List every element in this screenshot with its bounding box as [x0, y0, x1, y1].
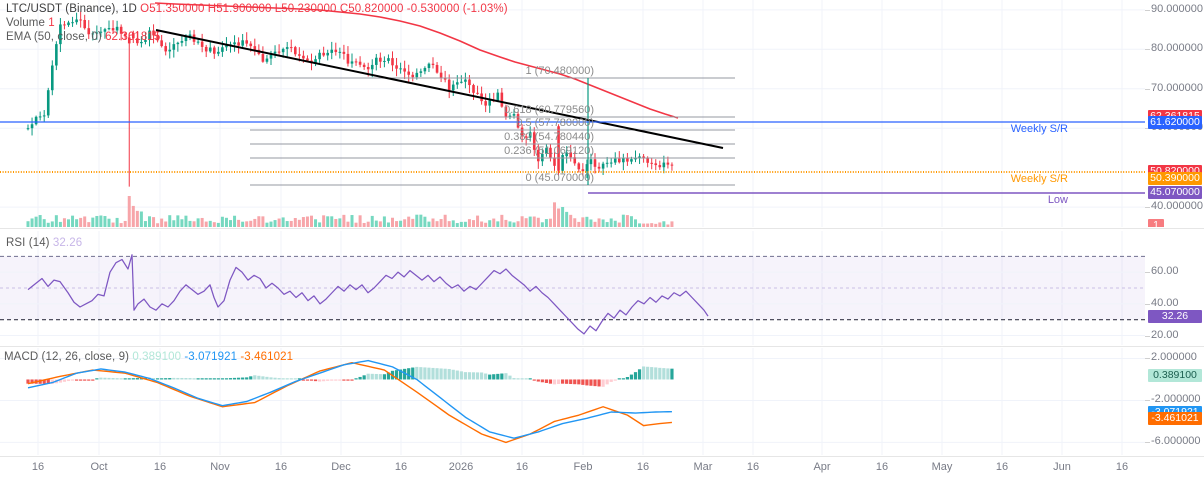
panel-divider-1 [0, 228, 1204, 229]
weekly-sr-lower-label: Weekly S/R [1010, 173, 1068, 185]
time-axis-label: 16 [394, 461, 408, 473]
macd-tick-label: 2.000000 [1151, 351, 1197, 364]
rsi-panel[interactable] [0, 231, 1145, 345]
time-axis-label: Mar [693, 461, 713, 473]
macd-panel[interactable] [0, 348, 1145, 455]
time-axis-label: Jun [1053, 461, 1071, 473]
price-tick-label: 90.000000 [1151, 2, 1203, 15]
macd-tick-label: -2.000000 [1151, 393, 1201, 406]
price-chart-panel[interactable]: 1 (70.480000) 0.618 (60.779560) 0.5 (57.78… [0, 0, 1145, 227]
price-tick-mark [1145, 128, 1150, 130]
rsi-canvas[interactable] [0, 231, 1145, 345]
rsi-tick-label: 20.00 [1151, 328, 1179, 341]
price-tick-mark [1145, 49, 1150, 51]
volume-pill[interactable]: 1 [1148, 219, 1164, 227]
time-axis-label: 16 [995, 461, 1009, 473]
time-axis-label: 2026 [448, 461, 474, 473]
macd-canvas[interactable] [0, 348, 1145, 455]
fib-level-label-1: 0.618 (60.779560) [504, 104, 594, 116]
macd-tick-mark [1145, 442, 1150, 444]
time-axis-label: 16 [746, 461, 760, 473]
price-tick-mark [1145, 88, 1150, 90]
macd-tick-label: -6.000000 [1151, 435, 1201, 448]
fib-level-label-2: 0.5 (57.780000) [516, 117, 594, 129]
time-axis-label: Apr [813, 461, 831, 473]
price-tick-label: 80.000000 [1151, 42, 1203, 55]
time-axis[interactable]: 16 Oct 16 Nov 16 Dec 16 2026 16 Feb 16 Mar 16 Apr 16 Ma… [0, 456, 1204, 478]
weekly-sr-upper-pill[interactable]: 61.620000 [1148, 116, 1202, 129]
price-axis[interactable]: 90.00000080.00000070.00000060.00000040.0… [1145, 0, 1204, 227]
macd-signal-pill[interactable]: -3.461021 [1148, 411, 1202, 425]
macd-hist-pill[interactable]: 0.389100 [1148, 369, 1202, 383]
time-axis-label: Dec [331, 461, 351, 473]
rsi-tick-label: 40.00 [1151, 296, 1179, 309]
time-axis-label: Nov [210, 461, 230, 473]
time-axis-label: Feb [573, 461, 593, 473]
rsi-value-pill[interactable]: 32.26 [1148, 310, 1202, 324]
macd-tick-mark [1145, 400, 1150, 402]
rsi-tick-label: 60.00 [1151, 265, 1179, 278]
rsi-axis[interactable]: 60.00 40.00 20.00 32.26 [1145, 231, 1204, 345]
macd-axis[interactable]: 2.000000-2.000000-6.0000000.389100-3.071… [1145, 348, 1204, 455]
time-axis-label: May [931, 461, 953, 473]
fib-level-label-4: 0.236 (51.069120) [504, 145, 594, 157]
time-axis-label: 16 [274, 461, 288, 473]
time-axis-label: 16 [1115, 461, 1129, 473]
fib-level-label-5: 0 (45.070000) [525, 172, 595, 184]
time-axis-label: 16 [515, 461, 529, 473]
price-tick-label: 70.000000 [1151, 81, 1203, 94]
rsi-tick-mark [1145, 335, 1150, 337]
price-tick-mark [1145, 207, 1150, 209]
low-pill[interactable]: 45.070000 [1148, 186, 1202, 199]
macd-tick-mark [1145, 358, 1150, 360]
time-axis-label: 16 [31, 461, 45, 473]
weekly-sr-lower-pill[interactable]: 50.390000 [1148, 172, 1202, 185]
weekly-sr-upper-label: Weekly S/R [1010, 123, 1068, 135]
panel-divider-2 [0, 346, 1204, 347]
rsi-tick-mark [1145, 303, 1150, 305]
time-axis-label: Oct [90, 461, 108, 473]
fib-level-label-0: 1 (70.480000) [525, 65, 595, 77]
rsi-tick-mark [1145, 272, 1150, 274]
price-tick-mark [1145, 9, 1150, 11]
low-label: Low [1047, 194, 1068, 206]
time-axis-label: 16 [636, 461, 650, 473]
price-tick-label: 40.000000 [1151, 200, 1203, 213]
fib-level-label-3: 0.382 (54.780440) [504, 131, 594, 143]
time-axis-label: 16 [875, 461, 889, 473]
price-chart-canvas[interactable] [0, 0, 1145, 227]
time-axis-label: 16 [153, 461, 167, 473]
